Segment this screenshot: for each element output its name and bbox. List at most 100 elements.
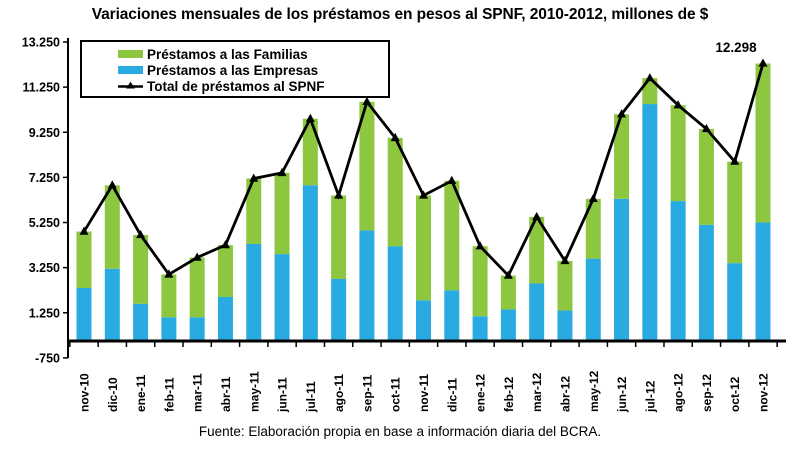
bar-segment-empresas	[755, 222, 771, 341]
x-axis-category-label: oct-11	[389, 377, 403, 412]
bar-segment-empresas	[642, 104, 658, 341]
bar-segment-familias	[416, 195, 432, 301]
y-axis-tick-label: 1.250	[29, 306, 60, 320]
bar-segment-empresas	[274, 254, 290, 341]
x-axis-category-label: ene-12	[474, 374, 488, 412]
total-line-marker-icon	[532, 211, 542, 221]
bar-segment-empresas	[161, 317, 177, 341]
bar-segment-empresas	[387, 246, 403, 341]
bar-segment-empresas	[727, 263, 743, 341]
legend-item-empresas: Préstamos a las Empresas	[118, 62, 388, 78]
bar-segment-familias	[698, 128, 714, 225]
total-line-marker-icon	[475, 241, 485, 250]
total-line-marker-icon	[220, 240, 230, 249]
x-axis-category-label: nov-11	[417, 374, 431, 412]
total-line-marker-icon	[192, 252, 202, 261]
bar-segment-empresas	[331, 278, 347, 341]
total-line-marker-icon	[107, 180, 117, 189]
bar-segment-empresas	[472, 316, 488, 341]
x-axis-category-label: abr-12	[558, 376, 572, 412]
legend-item-familias: Préstamos a las Familias	[118, 46, 388, 62]
total-line-marker-icon	[701, 123, 711, 133]
y-axis-tick-label: 9.250	[29, 126, 60, 140]
bar-segment-empresas	[76, 287, 92, 341]
total-line-marker-icon	[277, 167, 287, 177]
bar-segment-empresas	[444, 290, 460, 341]
bar-segment-familias	[557, 260, 573, 311]
total-line-marker-icon	[249, 173, 259, 182]
x-axis-category-label: feb-11	[162, 377, 176, 412]
total-line-marker-icon	[136, 229, 146, 239]
bar-segment-familias	[614, 114, 630, 199]
y-axis-tick-label: 11.250	[22, 81, 60, 95]
y-axis-tick-label: -750	[35, 351, 60, 365]
total-line-marker-icon	[362, 96, 372, 105]
bar-segment-familias	[529, 216, 545, 284]
bar-segment-familias	[133, 234, 149, 304]
bar-segment-familias	[500, 275, 516, 310]
total-line-marker-icon	[447, 175, 457, 184]
total-line-marker-icon	[503, 270, 513, 279]
total-line-marker-icon	[673, 100, 683, 109]
bar-segment-empresas	[246, 243, 262, 341]
y-axis-tick-label: 13.250	[22, 36, 60, 50]
bar-segment-familias	[472, 246, 488, 317]
empresas-swatch-icon	[118, 66, 143, 74]
bar-segment-familias	[387, 137, 403, 247]
chart-title: Variaciones mensuales de los préstamos e…	[91, 6, 709, 23]
x-axis-category-label: ene-11	[134, 374, 148, 412]
total-line-marker-icon	[390, 132, 400, 142]
bar-segment-empresas	[217, 296, 233, 341]
bar-segment-familias	[585, 198, 601, 259]
bar-segment-empresas	[529, 283, 545, 341]
bar-segment-empresas	[359, 230, 375, 341]
x-axis-category-label: mar-12	[530, 372, 544, 412]
x-axis-category-label: feb-12	[502, 376, 516, 412]
bar-segment-empresas	[104, 268, 120, 341]
total-line-marker-icon	[730, 156, 740, 165]
familias-swatch-icon	[118, 50, 143, 58]
total-line-marker-icon	[645, 73, 655, 82]
bar-segment-familias	[727, 161, 743, 264]
bar-segment-familias	[76, 231, 92, 288]
bar-segment-familias	[444, 180, 460, 291]
bar-segment-familias	[161, 274, 177, 318]
bar-segment-empresas	[133, 303, 149, 341]
bar-segment-empresas	[416, 300, 432, 341]
x-axis-category-label: mar-11	[191, 373, 205, 412]
x-axis-category-label: nov-12	[757, 373, 771, 412]
bar-segment-empresas	[614, 198, 630, 341]
legend-label-empresas: Préstamos a las Empresas	[147, 62, 319, 78]
legend: Préstamos a las Familias Préstamos a las…	[80, 40, 390, 98]
bar-segment-familias	[331, 195, 347, 279]
source-note: Fuente: Elaboración propia en base a inf…	[198, 424, 602, 439]
legend-label-total: Total de préstamos al SPNF	[147, 78, 325, 94]
y-axis-tick-label: 5.250	[29, 216, 60, 230]
legend-item-total: Total de préstamos al SPNF	[118, 78, 388, 94]
bar-segment-empresas	[302, 185, 318, 341]
total-line-marker-icon	[588, 193, 598, 203]
x-axis-category-label: sep-12	[700, 374, 714, 412]
x-axis-category-label: may-11	[247, 371, 261, 412]
bar-segment-empresas	[500, 309, 516, 341]
total-line-marker-icon	[419, 190, 429, 199]
bar-segment-familias	[246, 178, 262, 244]
bar-segment-empresas	[670, 201, 686, 341]
x-axis-category-label: abr-11	[219, 376, 233, 412]
peak-value-label: 12.298	[715, 40, 757, 55]
total-line-marker-icon	[334, 190, 344, 199]
y-axis-tick-label: 3.250	[29, 261, 60, 275]
total-line-marker-icon	[617, 109, 627, 118]
bar-segment-familias	[104, 185, 120, 269]
total-line-marker-icon	[118, 81, 143, 89]
total-line-marker-icon	[560, 255, 570, 265]
total-line-marker-icon	[79, 226, 89, 235]
y-axis-tick-label: 7.250	[29, 171, 60, 185]
bar-segment-empresas	[585, 258, 601, 341]
x-axis-category-label: nov-10	[78, 373, 92, 412]
x-axis-category-label: jul-11	[304, 381, 318, 413]
bar-segment-familias	[755, 63, 771, 223]
x-axis-category-label: jun-11	[276, 377, 290, 413]
x-axis-category-label: oct-12	[728, 376, 742, 412]
